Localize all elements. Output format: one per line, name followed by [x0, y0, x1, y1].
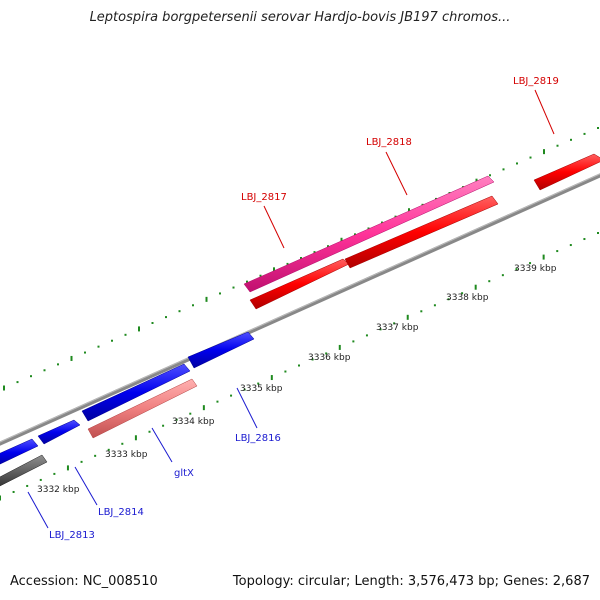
gene-lbj2819[interactable]: [533, 153, 600, 191]
gene-lbj2818[interactable]: [344, 195, 499, 269]
tick-label: 3333 kbp: [105, 450, 148, 460]
gene-label-lbj2818[interactable]: LBJ_2818: [366, 137, 412, 148]
tick-label: 3338 kbp: [446, 293, 489, 303]
gene-leaders: [27, 89, 555, 529]
backbone-highlight: [0, 173, 600, 443]
gene-lbj2817[interactable]: [243, 175, 495, 293]
backbone-line: [0, 173, 600, 446]
tick-label: 3336 kbp: [308, 353, 351, 363]
genome-summary-text: Topology: circular; Length: 3,576,473 bp…: [232, 574, 590, 589]
gene-gltx[interactable]: [87, 378, 198, 439]
tick-label: 3339 kbp: [514, 264, 557, 274]
gene-label-lbj2813[interactable]: LBJ_2813: [49, 530, 95, 541]
gene-label-lbj2814[interactable]: LBJ_2814: [98, 507, 144, 518]
gene-blue-3[interactable]: [81, 363, 191, 422]
gene-label-gltx[interactable]: gltX: [174, 468, 194, 479]
tick-label: 3337 kbp: [376, 323, 419, 333]
gene-label-lbj2817[interactable]: LBJ_2817: [241, 192, 287, 203]
map-title: Leptospira borgpetersenii serovar Hardjo…: [89, 10, 511, 25]
tick-label: 3334 kbp: [172, 417, 215, 427]
accession-text: Accession: NC_008510: [10, 574, 158, 589]
gene-blue-4[interactable]: [187, 331, 255, 369]
lower-tick-track: [0, 232, 599, 501]
gene-label-lbj2819[interactable]: LBJ_2819: [513, 76, 559, 87]
gene-gray[interactable]: [0, 454, 48, 488]
gene-label-lbj2816[interactable]: LBJ_2816: [235, 433, 281, 444]
tick-label: 3335 kbp: [240, 384, 283, 394]
tick-label: 3332 kbp: [37, 485, 80, 495]
gene-blue-2[interactable]: [37, 419, 81, 445]
gene-blue-1[interactable]: [0, 438, 39, 466]
